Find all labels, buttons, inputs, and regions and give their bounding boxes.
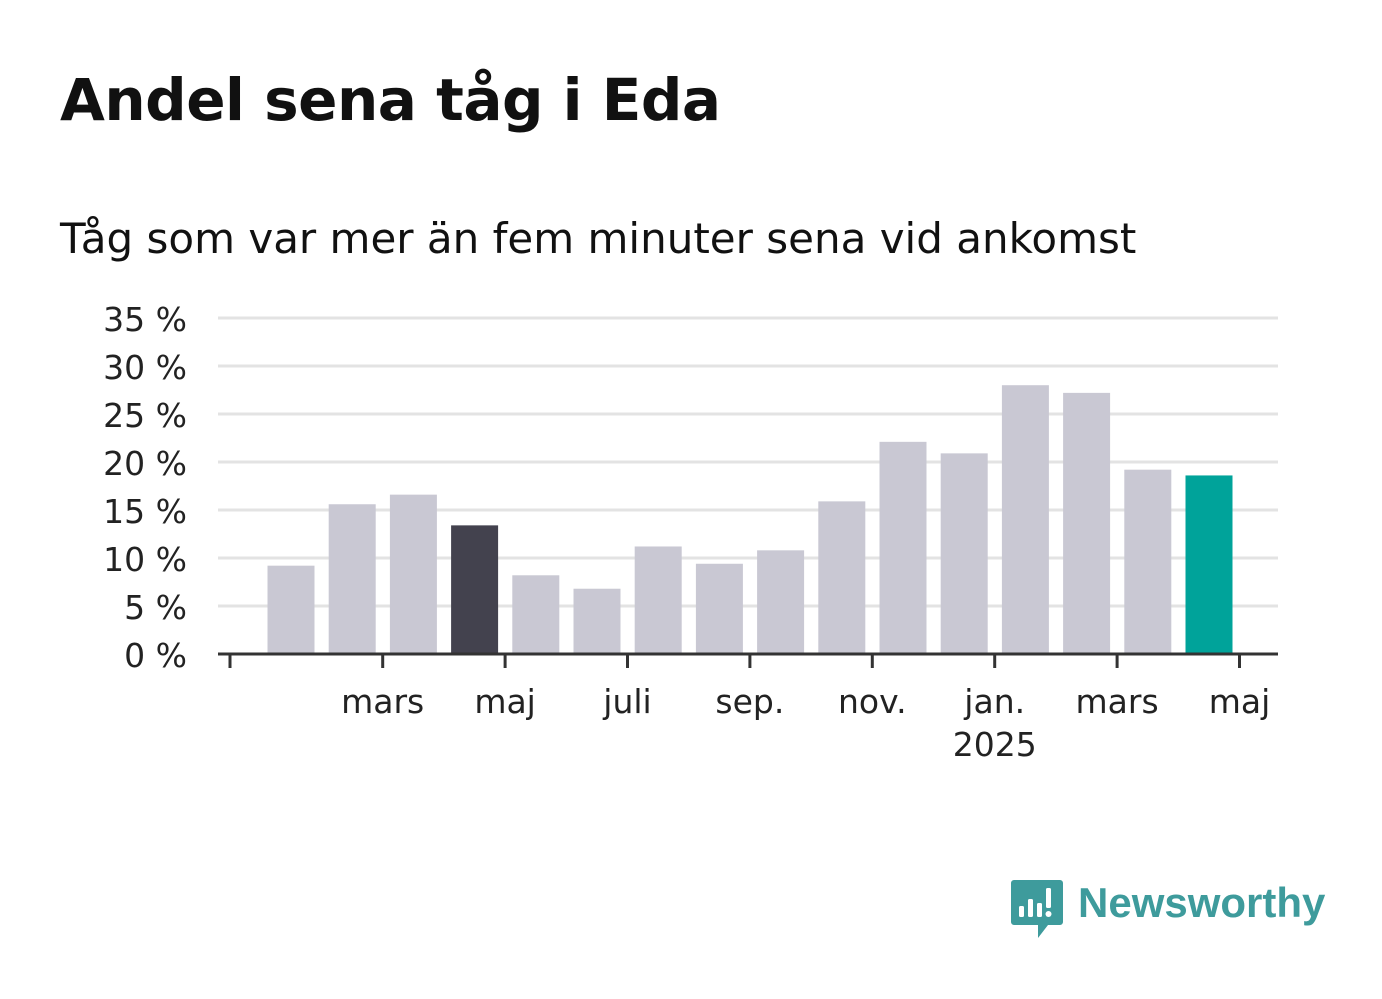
x-tick-label: mars — [341, 682, 424, 721]
bar-2024-05 — [451, 525, 499, 654]
bar-2024-03 — [328, 504, 376, 654]
y-tick-label: 5 % — [124, 588, 187, 627]
newsworthy-logo-icon — [1011, 880, 1063, 938]
bar-2025-05 — [1185, 475, 1233, 654]
y-tick-label: 35 % — [103, 300, 187, 339]
y-tick-label: 15 % — [103, 492, 187, 531]
x-tick-label: jan. — [963, 682, 1025, 721]
bar-2024-10 — [757, 550, 805, 654]
bar-2024-08 — [634, 546, 682, 654]
bar-2025-03 — [1063, 392, 1111, 654]
brand-logo: Newsworthy — [1010, 878, 1325, 942]
y-axis-tick-labels: 0 % 5 % 10 % 15 % 20 % 25 % 30 % 35 % — [103, 300, 187, 675]
y-tick-label: 0 % — [124, 636, 187, 675]
y-tick-label: 25 % — [103, 396, 187, 435]
x-tick-label: sep. — [715, 682, 784, 721]
x-tick-label: maj — [1209, 682, 1271, 721]
bar-2025-02 — [1001, 385, 1049, 654]
y-tick-label: 10 % — [103, 540, 187, 579]
page-title: Andel sena tåg i Eda — [60, 66, 721, 134]
bar-2024-07 — [573, 588, 621, 654]
chart-subtitle: Tåg som var mer än fem minuter sena vid … — [60, 214, 1137, 263]
x-tick-label: juli — [602, 682, 651, 721]
x-axis-tick-labels: mars maj juli sep. nov. jan. 2025 mars maj — [341, 682, 1270, 764]
bar-2024-06 — [512, 575, 560, 654]
bar-2025-04 — [1124, 469, 1172, 654]
x-axis — [218, 652, 1278, 668]
bar-2024-09 — [695, 563, 743, 654]
x-tick-label: mars — [1076, 682, 1159, 721]
grid-lines — [218, 316, 1278, 608]
bar-2024-04 — [389, 494, 437, 654]
y-tick-label: 20 % — [103, 444, 187, 483]
y-tick-label: 30 % — [103, 348, 187, 387]
bar-2024-11 — [818, 501, 866, 654]
bar-2025-01 — [940, 453, 988, 654]
x-tick-sublabel: 2025 — [953, 725, 1037, 764]
brand-name: Newsworthy — [1078, 879, 1326, 926]
x-tick-label: maj — [474, 682, 536, 721]
x-tick-label: nov. — [838, 682, 907, 721]
bars — [267, 385, 1233, 654]
bar-2024-12 — [879, 441, 927, 654]
bar-2024-02 — [267, 565, 315, 654]
